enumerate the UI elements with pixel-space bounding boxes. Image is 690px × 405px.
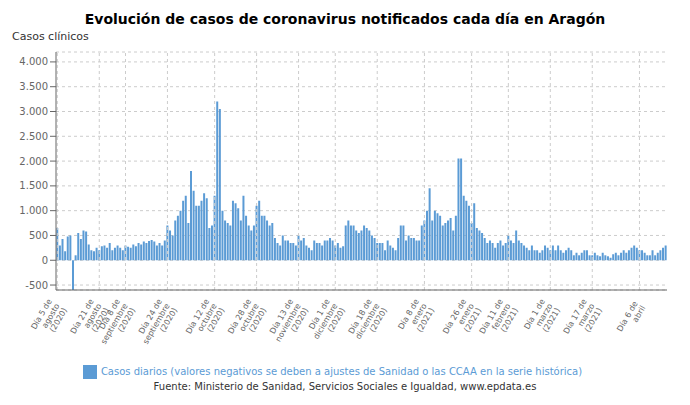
svg-text:2.500: 2.500	[19, 131, 48, 142]
svg-text:0: 0	[42, 255, 48, 266]
svg-text:Día 5 deagosto(2020): Día 5 deagosto(2020)	[29, 297, 69, 339]
svg-text:4.000: 4.000	[19, 56, 48, 67]
svg-text:2.000: 2.000	[19, 156, 48, 167]
svg-text:Día 12 deoctubre(2020): Día 12 deoctubre(2020)	[184, 297, 226, 344]
svg-text:Día 26 deenero(2021): Día 26 deenero(2021)	[441, 297, 483, 344]
svg-text:1.000: 1.000	[19, 205, 48, 216]
svg-text:-500: -500	[25, 280, 48, 291]
svg-text:Día 13 denoviembre(2020): Día 13 denoviembre(2020)	[266, 297, 310, 347]
svg-text:Día 18 dediciembre(2020): Día 18 dediciembre(2020)	[346, 297, 389, 345]
svg-text:Día 28 deoctubre(2020): Día 28 deoctubre(2020)	[226, 297, 268, 344]
svg-text:3.000: 3.000	[19, 106, 48, 117]
svg-text:Día 17 demarzo(2021): Día 17 demarzo(2021)	[562, 297, 604, 344]
svg-text:Día 11 defebrero(2021): Día 11 defebrero(2021)	[478, 297, 520, 344]
svg-text:1.500: 1.500	[19, 180, 48, 191]
svg-text:500: 500	[29, 230, 48, 241]
svg-text:Día 6 deabril: Día 6 deabril	[615, 300, 647, 338]
svg-text:Día 1 dediciembre(2020): Día 1 dediciembre(2020)	[304, 297, 347, 345]
svg-text:Día 1 demarzo(2021): Día 1 demarzo(2021)	[522, 297, 562, 339]
svg-text:Día 24 deseptiembre(2020): Día 24 deseptiembre(2020)	[134, 297, 180, 350]
svg-text:3.500: 3.500	[19, 81, 48, 92]
svg-text:Día 8 deseptiembre(2020): Día 8 deseptiembre(2020)	[92, 297, 138, 350]
svg-text:Día 8 deenero(2021): Día 8 deenero(2021)	[396, 297, 436, 339]
